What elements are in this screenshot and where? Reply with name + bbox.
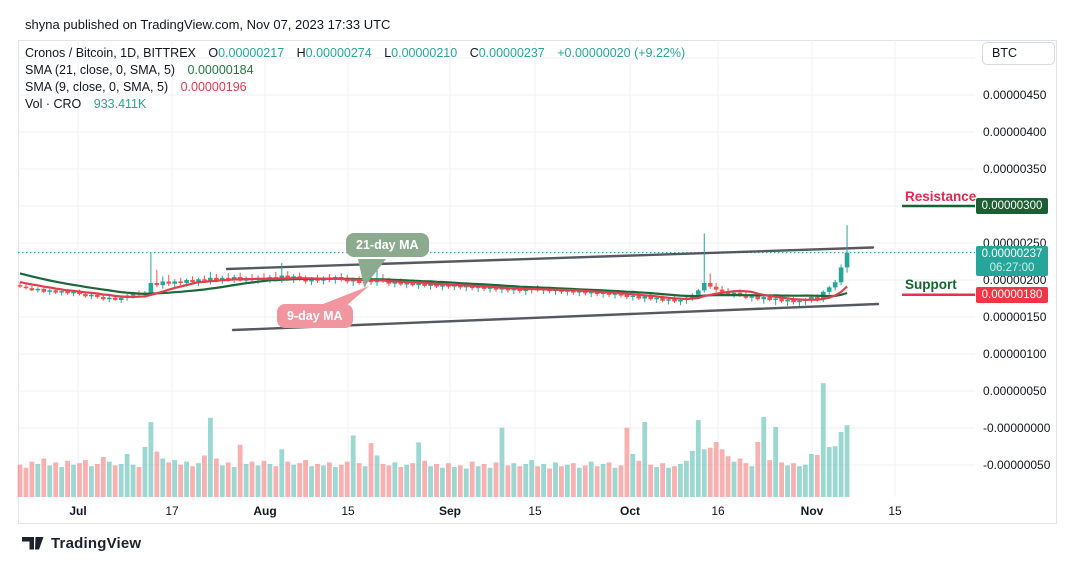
footer-branding[interactable]: TradingView	[22, 535, 141, 552]
ma21-callout-bubble: 21-day MA	[346, 233, 429, 257]
time-tick-label: 15	[341, 504, 355, 518]
change-value: +0.00000020 (+9.22%)	[557, 46, 686, 60]
legend-symbol-row: Cronos / Bitcoin, 1D, BITTREX O0.0000021…	[25, 45, 685, 62]
legend-sma21-row: SMA (21, close, 0, SMA, 5) 0.00000184	[25, 62, 685, 79]
time-tick-label: 15	[888, 504, 902, 518]
time-tick-label: 15	[528, 504, 542, 518]
resistance-label: Resistance	[905, 189, 977, 204]
high-label: H	[296, 46, 306, 60]
sma21-label: SMA (21, close, 0, SMA, 5)	[25, 63, 176, 77]
high-value: 0.00000274	[305, 46, 372, 60]
close-value: 0.00000237	[478, 46, 545, 60]
time-tick-label: Sep	[438, 504, 462, 518]
tradingview-logo-icon	[22, 537, 44, 550]
low-value: 0.00000210	[391, 46, 458, 60]
open-value: 0.00000217	[218, 46, 285, 60]
volume-value: 933.411K	[93, 97, 147, 111]
price-tick-label: -0.00000050	[983, 458, 1051, 472]
support-price-badge: 0.00000180	[976, 287, 1048, 303]
price-tick-label: 0.00000350	[983, 162, 1047, 176]
resistance-price-badge: 0.00000300	[976, 198, 1048, 214]
close-label: C	[469, 46, 479, 60]
price-tick-label: 0.00000150	[983, 310, 1047, 324]
bar-countdown: 06:27:00	[989, 262, 1035, 274]
sma21-value: 0.00000184	[187, 63, 254, 77]
tradingview-wordmark: TradingView	[51, 535, 142, 552]
current-price-value: 0.00000237	[981, 248, 1043, 260]
time-tick-label: Jul	[69, 504, 87, 518]
chart-legend: Cronos / Bitcoin, 1D, BITTREX O0.0000021…	[25, 45, 685, 113]
current-price-badge: 0.00000237 06:27:00	[976, 246, 1048, 276]
time-tick-label: 17	[165, 504, 179, 518]
time-tick-label: Aug	[253, 504, 277, 518]
price-tick-label: 0.00000450	[983, 88, 1047, 102]
legend-sma9-row: SMA (9, close, 0, SMA, 5) 0.00000196	[25, 79, 685, 96]
open-label: O	[208, 46, 219, 60]
sma9-value: 0.00000196	[180, 80, 247, 94]
price-tick-label: 0.00000400	[983, 125, 1047, 139]
publish-byline: shyna published on TradingView.com, Nov …	[25, 17, 391, 32]
sma9-label: SMA (9, close, 0, SMA, 5)	[25, 80, 169, 94]
ma9-callout-bubble: 9-day MA	[277, 304, 353, 328]
volume-label: Vol · CRO	[25, 97, 82, 111]
price-tick-label: 0.00000200	[983, 273, 1047, 287]
currency-button[interactable]: BTC	[982, 42, 1055, 65]
price-tick-label: 0.00000100	[983, 347, 1047, 361]
price-tick-label: 0.00000050	[983, 384, 1047, 398]
time-tick-label: Oct	[619, 504, 641, 518]
time-tick-label: 16	[711, 504, 725, 518]
legend-volume-row: Vol · CRO 933.411K	[25, 96, 685, 113]
low-label: L	[384, 46, 392, 60]
time-tick-label: Nov	[800, 504, 824, 518]
symbol-title: Cronos / Bitcoin, 1D, BITTREX	[25, 46, 196, 60]
support-label: Support	[905, 277, 957, 292]
price-tick-label: -0.00000000	[983, 421, 1051, 435]
